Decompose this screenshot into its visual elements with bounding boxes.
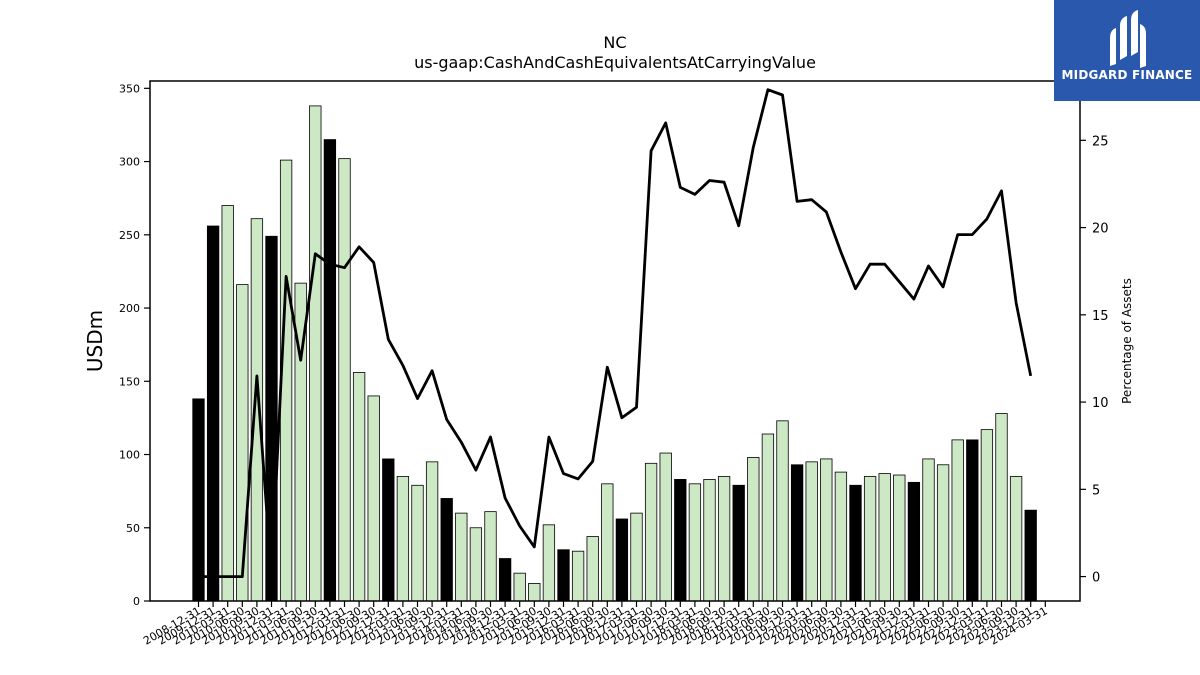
bar-2019-09-30 — [776, 420, 789, 602]
y2-axis-label: Percentage of Assets — [1120, 278, 1134, 404]
bar-2015-03-31 — [513, 572, 526, 602]
bar-2017-06-30 — [644, 462, 658, 602]
bar-2008-12-31 — [192, 398, 205, 602]
y2-tick-label: 25 — [1092, 134, 1109, 149]
bar-2018-09-30 — [717, 476, 731, 602]
bar-2013-06-30 — [411, 484, 424, 602]
bar-2021-06-30 — [878, 473, 891, 602]
bar-2014-06-30 — [469, 527, 483, 602]
bar-2022-06-30 — [936, 464, 950, 602]
bar-2018-06-30 — [703, 479, 716, 602]
y-tick-label: 200 — [119, 302, 140, 315]
y-tick-label: 150 — [119, 375, 140, 388]
bar-2018-12-31 — [732, 484, 745, 602]
bar-2021-09-30 — [893, 474, 906, 602]
percentage-line — [198, 88, 1033, 578]
bar-2017-03-31 — [630, 512, 643, 602]
y2-tick-label: 20 — [1092, 222, 1109, 237]
bar-2013-09-30 — [425, 461, 439, 602]
bar-2020-12-31 — [849, 484, 862, 602]
bar-2013-03-31 — [396, 476, 410, 602]
y-tick-label: 250 — [119, 229, 140, 242]
bar-2020-06-30 — [820, 458, 833, 602]
y-axis-label: USDm — [83, 310, 107, 372]
bar-2023-09-30 — [1009, 476, 1023, 602]
bar-2023-06-30 — [995, 413, 1008, 602]
bar-2015-12-31 — [557, 549, 570, 602]
chart-subtitle: us-gaap:CashAndCashEquivalentsAtCarrying… — [414, 53, 816, 72]
y-tick-label: 300 — [119, 156, 140, 169]
bar-2021-12-31 — [907, 481, 921, 602]
y2-tick-label: 15 — [1092, 309, 1109, 324]
bar-2022-03-31 — [922, 458, 935, 602]
bar-2019-03-31 — [747, 457, 760, 602]
y-tick-label: 100 — [119, 449, 140, 462]
y-tick-label: 50 — [126, 522, 140, 535]
bar-2021-03-31 — [863, 476, 877, 602]
bar-2016-12-31 — [615, 518, 629, 602]
bar-2012-03-31 — [338, 158, 351, 602]
bar-2017-12-31 — [674, 479, 687, 602]
bar-2011-09-30 — [309, 105, 322, 602]
bar-2010-06-30 — [236, 284, 249, 602]
bar-2011-12-31 — [323, 139, 337, 602]
bar-2010-03-31 — [221, 205, 234, 602]
bar-2012-06-30 — [352, 372, 366, 602]
logo-text: MIDGARD FINANCE — [1061, 68, 1193, 82]
bar-2014-09-30 — [484, 511, 497, 602]
bar-2012-09-30 — [367, 395, 380, 602]
bar-2022-09-30 — [951, 439, 964, 602]
y2-tick-label: 5 — [1092, 483, 1100, 498]
bar-2023-12-31 — [1024, 509, 1037, 602]
bar-2016-03-31 — [571, 550, 585, 602]
bar-2017-09-30 — [659, 452, 672, 602]
bar-2022-12-31 — [966, 439, 979, 602]
bar-2023-03-31 — [980, 429, 994, 602]
midgard-finance-logo: MIDGARD FINANCE — [1054, 0, 1200, 101]
bar-2014-03-31 — [455, 512, 468, 602]
bar-2018-03-31 — [688, 483, 702, 602]
bar-2012-12-31 — [382, 458, 395, 602]
bar-2020-09-30 — [834, 471, 848, 602]
y-tick-label: 350 — [119, 82, 140, 95]
bar-2013-12-31 — [440, 498, 453, 602]
bar-2009-12-31 — [206, 225, 220, 602]
bar-2019-12-31 — [790, 464, 804, 602]
chart-title: NC — [603, 33, 626, 52]
bar-2010-12-31 — [265, 235, 278, 602]
y2-tick-label: 10 — [1092, 396, 1109, 411]
bar-2015-09-30 — [542, 524, 556, 602]
y2-tick-label: 0 — [1092, 571, 1100, 586]
bar-2016-06-30 — [586, 536, 599, 602]
bar-2010-09-30 — [250, 218, 264, 602]
logo-mark-icon — [1110, 10, 1146, 68]
bar-2019-06-30 — [761, 433, 775, 602]
bar-2014-12-31 — [498, 558, 512, 602]
y-tick-label: 0 — [133, 595, 140, 608]
bar-2015-06-30 — [528, 583, 541, 602]
bar-2016-09-30 — [601, 483, 614, 602]
plot-frame — [149, 80, 1081, 602]
bar-2020-03-31 — [805, 461, 818, 602]
